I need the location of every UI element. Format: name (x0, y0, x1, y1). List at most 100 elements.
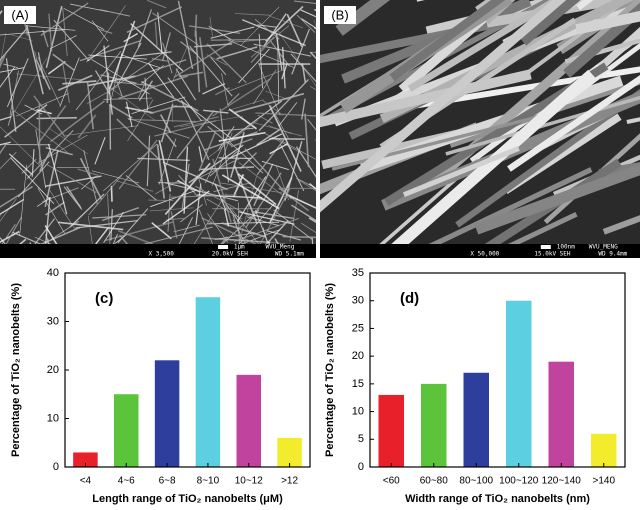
fiber (15, 93, 69, 117)
y-tick-label: 30 (47, 315, 59, 327)
fiber (86, 45, 110, 62)
fiber (203, 109, 229, 114)
y-tick-label: 10 (47, 412, 59, 424)
fiber (103, 97, 152, 100)
fiber (143, 226, 213, 245)
fiber (66, 185, 82, 209)
fiber (17, 161, 50, 198)
fiber (237, 173, 277, 206)
fiber (255, 112, 316, 117)
belt (398, 0, 512, 94)
x-tick-label: 60~80 (420, 476, 449, 487)
scale-text: 1μm (234, 244, 245, 251)
sem-image-b: (B) 100nm WVU_MENG X 50,000 15.0kV SEH WD 9.4… (320, 0, 640, 258)
y-tick-label: 15 (352, 378, 364, 390)
fiber (209, 151, 238, 177)
fiber (215, 87, 230, 96)
magnification-text: X 50,000 (470, 251, 499, 258)
fiber (212, 77, 272, 117)
fiber (228, 140, 264, 174)
belt (375, 69, 596, 258)
fiber (207, 213, 229, 243)
y-tick-label: 0 (53, 461, 59, 473)
fiber (267, 230, 302, 241)
fiber (0, 151, 17, 170)
fiber (236, 176, 267, 223)
fiber (10, 157, 55, 204)
voltage-text: 20.0kV SEH (212, 251, 249, 258)
y-tick-label: 25 (352, 322, 364, 334)
y-tick-label: 10 (352, 405, 364, 417)
fiber (263, 13, 287, 47)
y-tick-label: 20 (352, 350, 364, 362)
fiber (138, 79, 147, 99)
fiber (264, 132, 300, 153)
fiber (147, 0, 167, 9)
bar (277, 437, 302, 467)
fiber (45, 5, 63, 69)
fiber (45, 233, 54, 258)
fiber (307, 119, 316, 131)
fiber (126, 6, 182, 34)
fiber (124, 59, 187, 81)
fiber (180, 99, 210, 161)
fiber (108, 20, 136, 90)
fiber (242, 19, 306, 47)
y-tick-label: 40 (47, 267, 59, 279)
sem-image-a: (A) 1μm WVU_Meng X 3,500 20.0kV SEH WD 5.1mm (0, 0, 316, 258)
fiber (214, 183, 227, 211)
fiber (88, 54, 147, 60)
y-tick-label: 30 (352, 295, 364, 307)
distance-text: WD 5.1mm (275, 251, 304, 258)
fiber (210, 26, 255, 39)
fiber (253, 254, 256, 258)
fiber (99, 9, 131, 17)
operator-text: WVU_Meng (265, 244, 294, 251)
x-tick-label: 4~6 (118, 476, 135, 487)
fiber (0, 143, 7, 155)
x-axis-label: Width range of TiO₂ nanobelts (nm) (405, 493, 590, 505)
fiber (114, 234, 128, 244)
fiber (80, 175, 97, 190)
fiber (234, 13, 271, 16)
fiber (209, 17, 214, 39)
fiber (152, 12, 200, 47)
bar (73, 452, 98, 467)
fiber (244, 148, 292, 200)
fiber (125, 175, 157, 201)
fiber (0, 67, 25, 73)
fiber (162, 42, 173, 74)
fiber (230, 138, 253, 148)
fiber (180, 115, 244, 128)
y-tick-label: 5 (358, 433, 364, 445)
fiber (34, 51, 41, 71)
fiber (227, 93, 240, 106)
fiber (257, 114, 273, 124)
fiber (45, 201, 65, 216)
fiber (91, 20, 109, 42)
fiber (164, 132, 177, 148)
fiber (238, 48, 270, 84)
x-tick-label: 100~120 (499, 476, 539, 487)
bar (378, 394, 404, 467)
fiber (128, 118, 197, 122)
x-tick-label: 6~8 (159, 476, 176, 487)
panel-title: (d) (400, 290, 419, 307)
fiber (300, 222, 316, 234)
fiber (59, 57, 80, 107)
fiber (160, 104, 174, 143)
fiber (253, 69, 277, 105)
fiber (103, 211, 124, 244)
fiber (216, 46, 258, 60)
plot-frame (64, 272, 311, 468)
fiber (62, 7, 68, 57)
fiber (31, 149, 35, 177)
fiber (116, 118, 161, 162)
fiber (110, 185, 113, 202)
fiber (176, 109, 215, 159)
fiber (208, 25, 232, 41)
fiber (270, 16, 303, 29)
fiber (195, 183, 202, 225)
belt (320, 69, 532, 128)
fiber (149, 105, 178, 115)
